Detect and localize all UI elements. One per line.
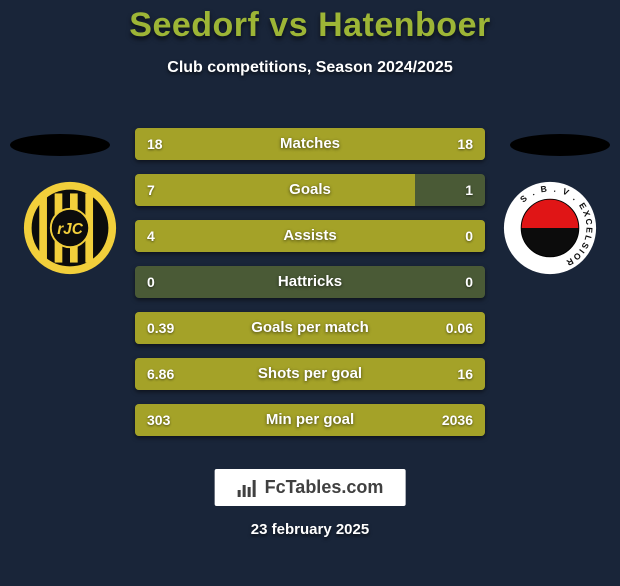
stat-row: 1818Matches [135, 128, 485, 160]
logo-center-text: rJC [57, 221, 84, 238]
team-logo-left: rJC [22, 180, 118, 276]
stat-row: 6.8616Shots per goal [135, 358, 485, 390]
stat-label: Hattricks [135, 266, 485, 298]
watermark-icon [237, 478, 259, 498]
stat-row: 71Goals [135, 174, 485, 206]
stat-label: Min per goal [135, 404, 485, 436]
watermark[interactable]: FcTables.com [215, 469, 406, 506]
stat-row: 40Assists [135, 220, 485, 252]
subtitle: Club competitions, Season 2024/2025 [0, 59, 620, 77]
stat-label: Goals per match [135, 312, 485, 344]
stat-label: Goals [135, 174, 485, 206]
logo-stripe [39, 193, 47, 262]
stat-label: Assists [135, 220, 485, 252]
date-label: 23 february 2025 [0, 521, 620, 538]
page-title: Seedorf vs Hatenboer [0, 6, 620, 45]
logo-shadow-left [10, 134, 110, 156]
team-logo-right: S . B . V . EXCELSIOR [502, 180, 598, 276]
stat-row: 00Hattricks [135, 266, 485, 298]
watermark-text: FcTables.com [265, 477, 384, 498]
stat-row: 0.390.06Goals per match [135, 312, 485, 344]
stat-label: Shots per goal [135, 358, 485, 390]
stat-row: 3032036Min per goal [135, 404, 485, 436]
stat-label: Matches [135, 128, 485, 160]
stat-bars: 1818Matches 71Goals 40Assists 00Hattricks 0.… [135, 128, 485, 450]
logo-shadow-right [510, 134, 610, 156]
